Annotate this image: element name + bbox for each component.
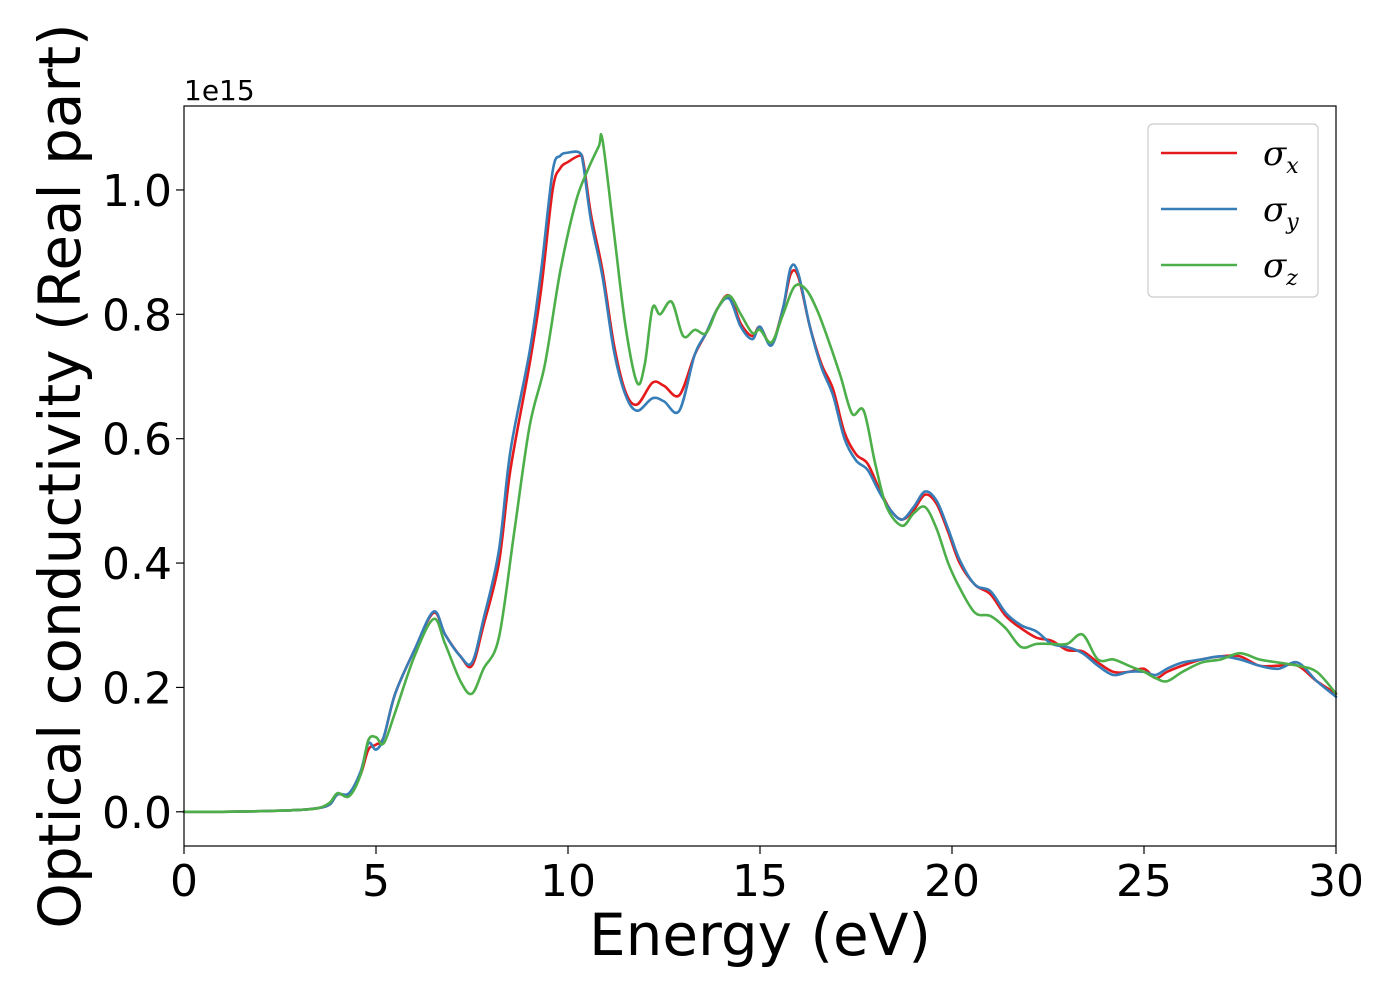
legend-frame	[1147, 123, 1319, 298]
x-axis-label: Energy (eV)	[589, 901, 931, 969]
y-tick-label: 0.0	[102, 788, 172, 839]
y-tick-label: 0.2	[102, 663, 172, 714]
plot-background	[184, 106, 1336, 846]
y-axis-ticks: 0.0 0.2 0.4 0.6 0.8 1.0	[102, 166, 184, 839]
x-tick-label: 15	[732, 856, 788, 907]
x-tick-label: 10	[540, 856, 596, 907]
x-tick-label: 0	[170, 856, 198, 907]
y-tick-label: 0.8	[102, 290, 172, 341]
x-tick-label: 30	[1308, 856, 1364, 907]
series-layer	[182, 133, 1338, 814]
y-axis-label: Optical conductivity (Real part)	[26, 23, 94, 928]
y-tick-label: 0.6	[102, 415, 172, 466]
x-tick-label: 5	[362, 856, 390, 907]
x-tick-label: 20	[924, 856, 980, 907]
x-axis-ticks: 0 5 10 15 20 25 30	[170, 846, 1364, 907]
series-line-y	[182, 150, 1338, 814]
y-tick-label: 0.4	[102, 539, 172, 590]
x-tick-label: 25	[1116, 856, 1172, 907]
y-offset-label: 1e15	[184, 74, 255, 107]
series-line-z	[182, 133, 1338, 814]
y-tick-label: 1.0	[102, 166, 172, 217]
